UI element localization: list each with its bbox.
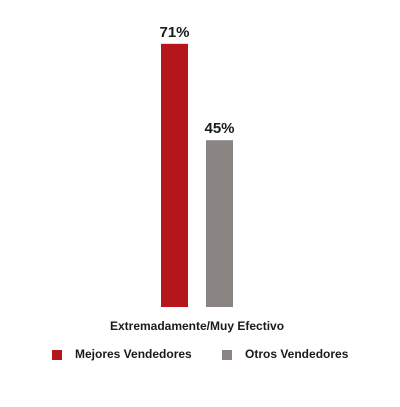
legend-label: Otros Vendedores [245,347,349,361]
legend-swatch [52,350,62,360]
legend-swatch [222,350,232,360]
value-label: 45% [204,120,234,137]
bar [206,140,233,307]
bar [161,43,188,308]
legend-label: Mejores Vendedores [75,347,192,361]
category-label: Extremadamente/Muy Efectivo [110,319,284,333]
value-label: 71% [159,24,189,41]
